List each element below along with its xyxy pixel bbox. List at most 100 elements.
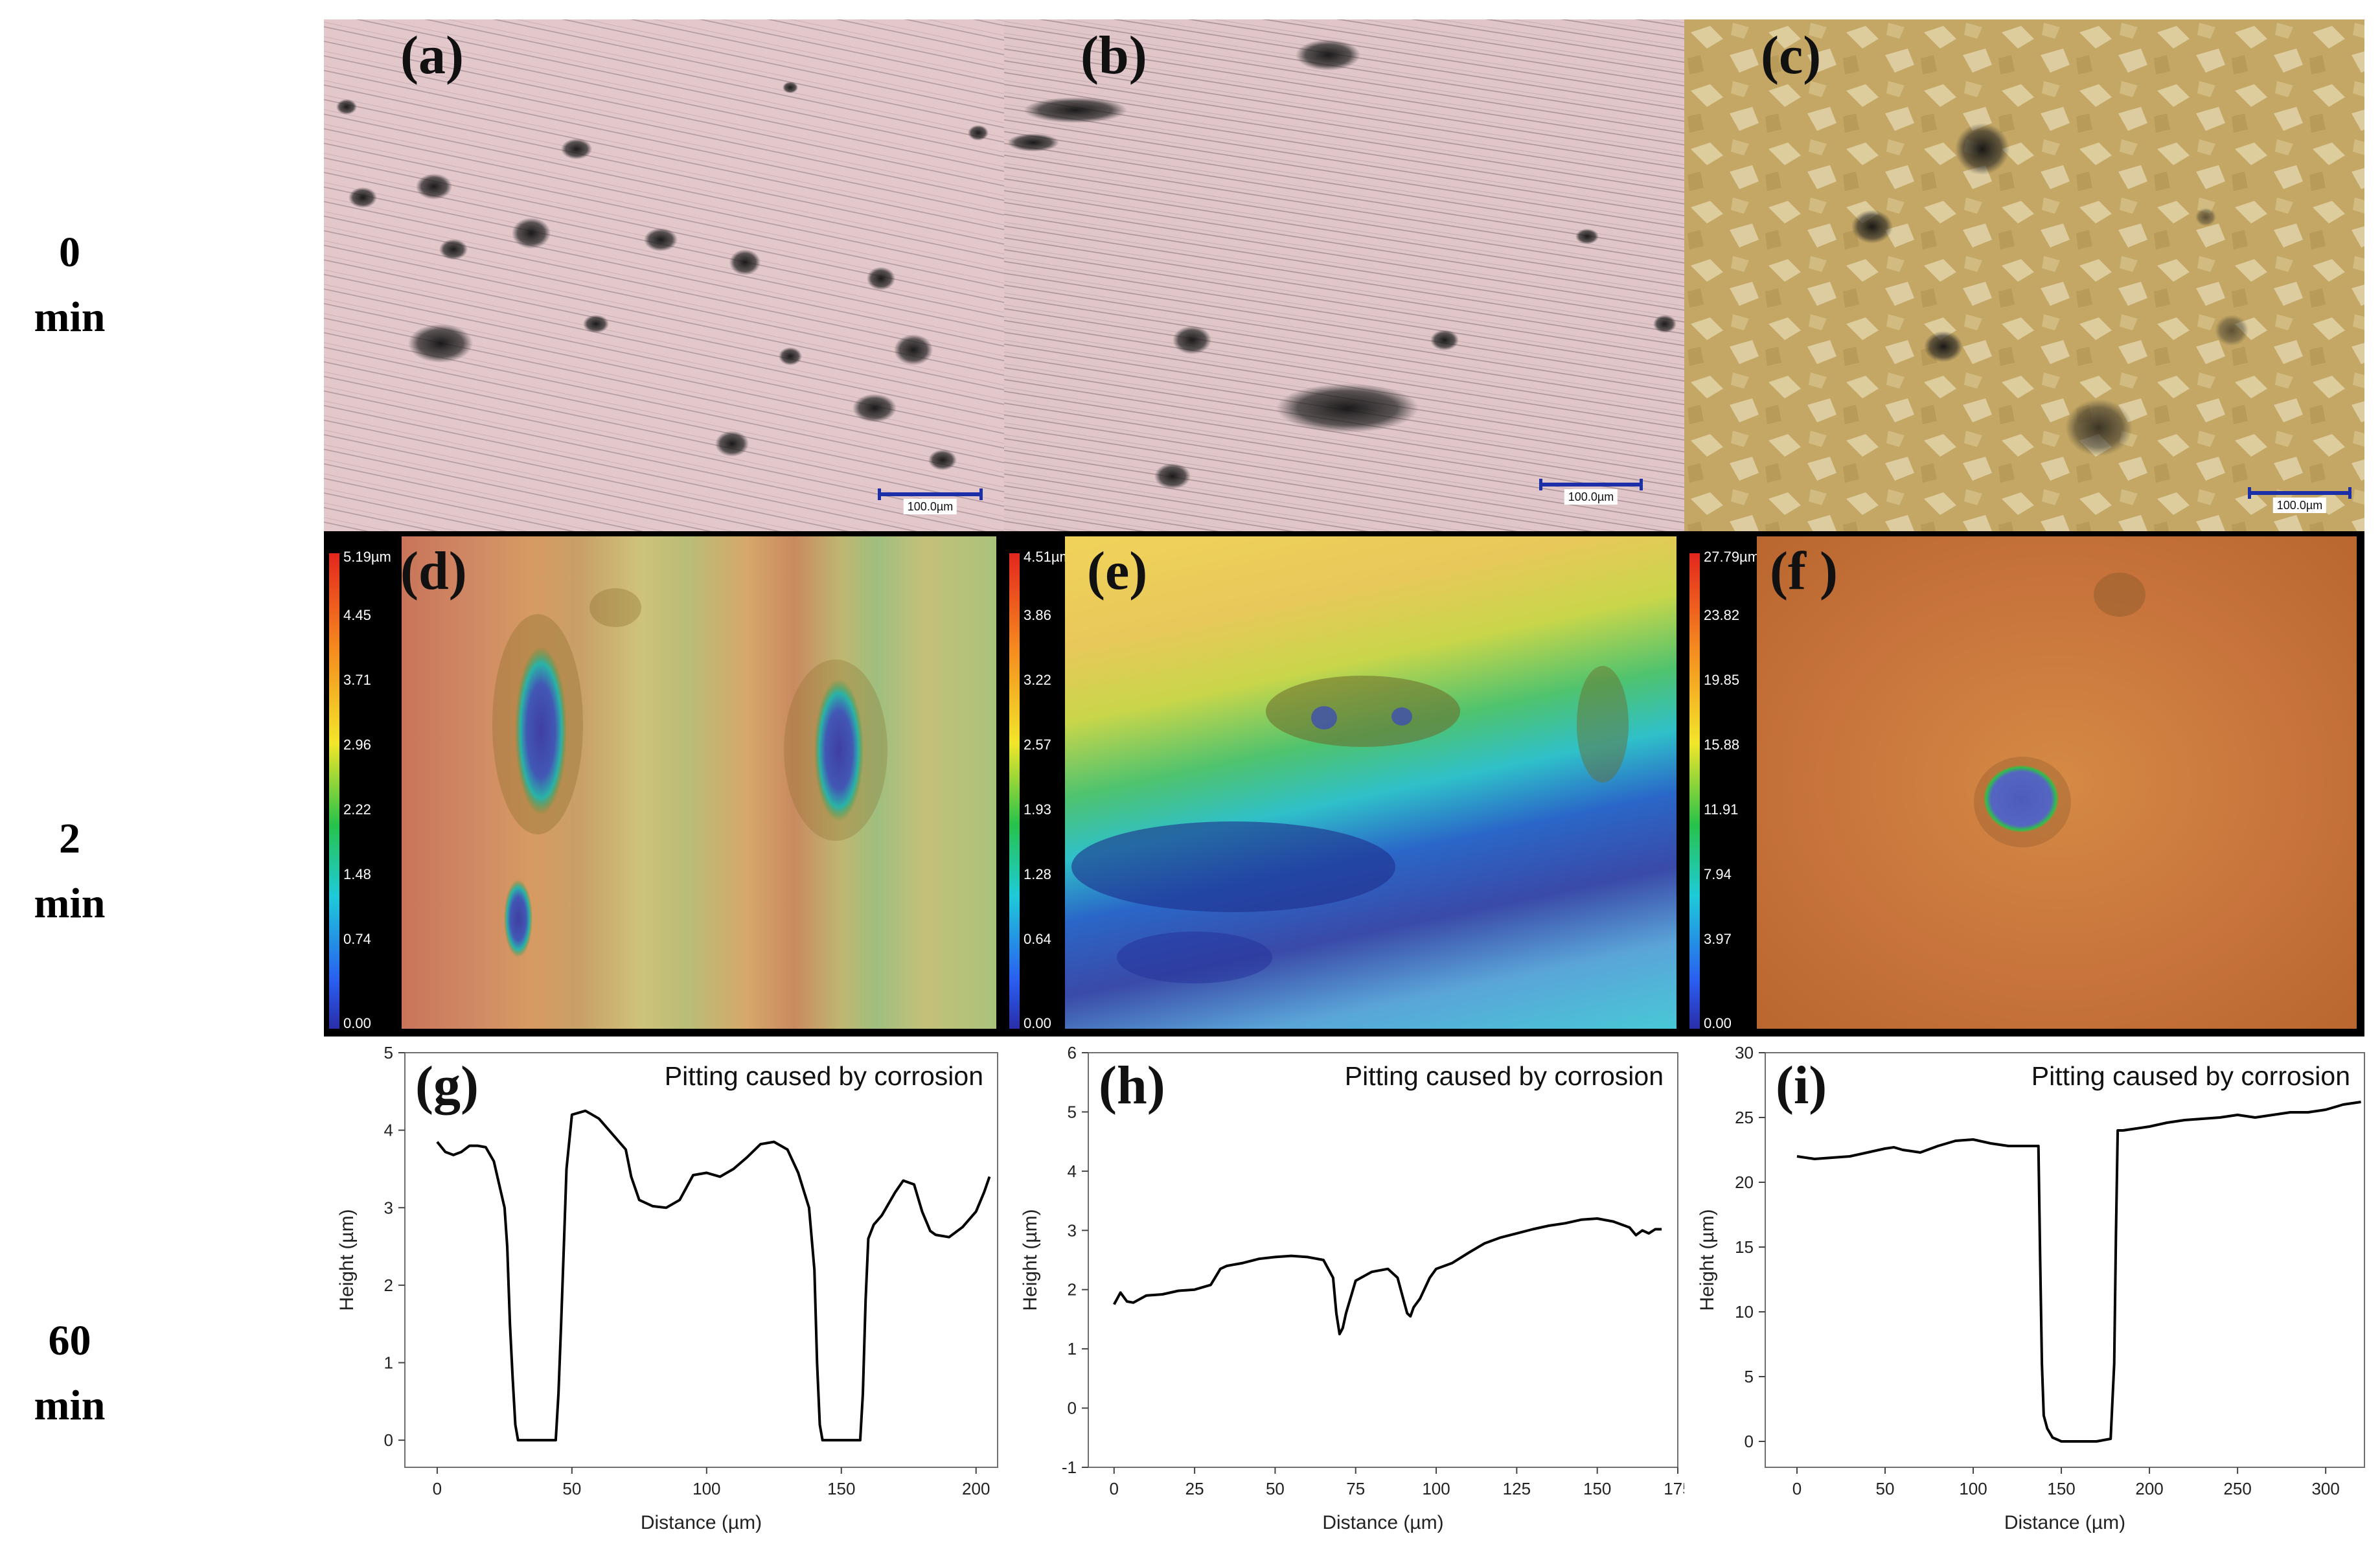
heightmap-e-image bbox=[1065, 536, 1676, 1029]
micrograph-a: (a) 100.0µm bbox=[324, 19, 1004, 531]
x-axis-label: Distance (µm) bbox=[2004, 1512, 2125, 1533]
pit bbox=[814, 679, 864, 821]
profile-line bbox=[1113, 1217, 1662, 1336]
row-label-0min: 0 min bbox=[0, 220, 139, 350]
panel-label-f: (f ) bbox=[1770, 541, 1838, 601]
y-axis-label: Height (µm) bbox=[1697, 1209, 1718, 1311]
row-label-line1: 2 bbox=[59, 815, 80, 862]
micrograph-b-texture bbox=[1004, 19, 1684, 531]
chart-title: Pitting caused by corrosion bbox=[2031, 1061, 2350, 1091]
x-tick-label: 200 bbox=[962, 1479, 990, 1498]
pit bbox=[1984, 765, 2059, 832]
row-label-2min: 2 min bbox=[0, 807, 139, 936]
pit bbox=[589, 588, 641, 627]
heightmap-f-features bbox=[1974, 573, 2145, 847]
scale-bar-line bbox=[2248, 487, 2351, 499]
panel-label-h: (h) bbox=[1099, 1055, 1165, 1116]
pit bbox=[504, 880, 532, 957]
pit bbox=[349, 187, 377, 208]
colorbar-tick: 3.71 bbox=[343, 672, 371, 688]
pit bbox=[852, 394, 897, 422]
x-axis-label: Distance (µm) bbox=[1322, 1512, 1443, 1533]
heightmap-f: 27.79µm 23.82 19.85 15.88 11.91 7.94 3.9… bbox=[1684, 531, 2364, 1037]
micrograph-c-texture bbox=[1684, 19, 2364, 531]
pit bbox=[1577, 666, 1629, 783]
panel-label-e: (e) bbox=[1087, 541, 1148, 601]
x-tick-label: 250 bbox=[2223, 1479, 2251, 1498]
plot-frame bbox=[1765, 1052, 2365, 1468]
pit bbox=[1071, 821, 1395, 912]
x-tick-label: 50 bbox=[1876, 1479, 1895, 1498]
pit bbox=[439, 239, 468, 260]
pit bbox=[2065, 399, 2133, 456]
pit bbox=[1430, 330, 1459, 350]
pit bbox=[2215, 315, 2248, 346]
colorbar-tick: 15.88 bbox=[1704, 737, 1740, 753]
colorbar-tick: 0.00 bbox=[343, 1015, 371, 1031]
x-axis-label: Distance (µm) bbox=[641, 1512, 762, 1533]
colorbar-tick: 11.91 bbox=[1704, 801, 1739, 818]
colorbar-tick: 3.86 bbox=[1024, 607, 1051, 623]
pit bbox=[1024, 97, 1127, 123]
pit bbox=[1276, 384, 1419, 433]
pit bbox=[1851, 210, 1893, 244]
heightmap-d-image bbox=[402, 536, 996, 1029]
x-tick-label: 0 bbox=[1792, 1479, 1802, 1498]
chart-title: Pitting caused by corrosion bbox=[665, 1061, 983, 1091]
pit bbox=[644, 228, 678, 251]
pit bbox=[2195, 208, 2216, 226]
y-tick-label: 20 bbox=[1735, 1173, 1754, 1192]
colorbar-tick: 0.00 bbox=[1024, 1015, 1051, 1031]
plot-h: -1 0 1 2 3 4 5 6 0 25 50 75 100 125 150 175 Distance (µm… bbox=[1004, 1037, 1684, 1558]
colorbar-tick: 0.64 bbox=[1024, 931, 1051, 947]
y-tick-label: 5 bbox=[1068, 1102, 1077, 1121]
scale-bar-text: 100.0µm bbox=[2272, 498, 2327, 513]
pit bbox=[561, 139, 592, 159]
y-tick-label: 2 bbox=[1068, 1280, 1077, 1300]
pit bbox=[1653, 315, 1676, 333]
colorbar-f: 27.79µm 23.82 19.85 15.88 11.91 7.94 3.9… bbox=[1684, 531, 1760, 1037]
y-tick-label: 4 bbox=[384, 1121, 393, 1140]
y-tick-label: 0 bbox=[1745, 1432, 1754, 1451]
colorbar-tick: 4.51µm bbox=[1024, 549, 1071, 565]
y-tick-label: 25 bbox=[1735, 1108, 1754, 1127]
colorbar-tick: 23.82 bbox=[1704, 607, 1740, 623]
scale-bar: 100.0µm bbox=[1539, 479, 1643, 509]
y-tick-label: -1 bbox=[1062, 1458, 1077, 1477]
y-tick-label: 10 bbox=[1735, 1302, 1754, 1322]
pit bbox=[416, 174, 452, 200]
x-tick-label: 150 bbox=[2047, 1479, 2075, 1498]
y-axis-label: Height (µm) bbox=[336, 1209, 358, 1311]
micrograph-b: (b) 100.0µm bbox=[1004, 19, 1684, 531]
scale-bar-text: 100.0µm bbox=[1564, 489, 1618, 505]
x-tick-label: 100 bbox=[1422, 1479, 1450, 1498]
y-tick-label: 1 bbox=[384, 1353, 393, 1373]
scale-bar-line bbox=[878, 488, 983, 500]
colorbar-tick: 4.45 bbox=[343, 607, 371, 623]
pit bbox=[583, 315, 609, 333]
heightmap-d: 5.19µm 4.45 3.71 2.96 2.22 1.48 0.74 0.0… bbox=[324, 531, 1004, 1037]
y-tick-label: 0 bbox=[384, 1430, 393, 1450]
colorbar-tick: 19.85 bbox=[1704, 672, 1740, 688]
x-tick-label: 100 bbox=[692, 1479, 720, 1498]
pit bbox=[1924, 331, 1963, 362]
colorbar-gradient bbox=[1689, 553, 1700, 1029]
plot-frame bbox=[404, 1052, 998, 1468]
pit bbox=[1391, 707, 1412, 726]
colorbar-tick: 5.19µm bbox=[343, 549, 391, 565]
x-tick-label: 150 bbox=[827, 1479, 855, 1498]
scale-bar: 100.0µm bbox=[2248, 487, 2351, 517]
y-tick-label: 30 bbox=[1735, 1043, 1754, 1062]
heightmap-e-features bbox=[1071, 666, 1629, 983]
pit bbox=[1117, 932, 1272, 983]
x-tick-label: 300 bbox=[2311, 1479, 2339, 1498]
profile-line bbox=[1796, 1101, 2361, 1443]
x-tick-label: 100 bbox=[1959, 1479, 1987, 1498]
panel-label-c: (c) bbox=[1761, 25, 1822, 86]
pit bbox=[729, 249, 761, 275]
y-tick-label: 5 bbox=[1745, 1367, 1754, 1386]
pit bbox=[515, 647, 567, 815]
colorbar-tick: 27.79µm bbox=[1704, 549, 1760, 565]
